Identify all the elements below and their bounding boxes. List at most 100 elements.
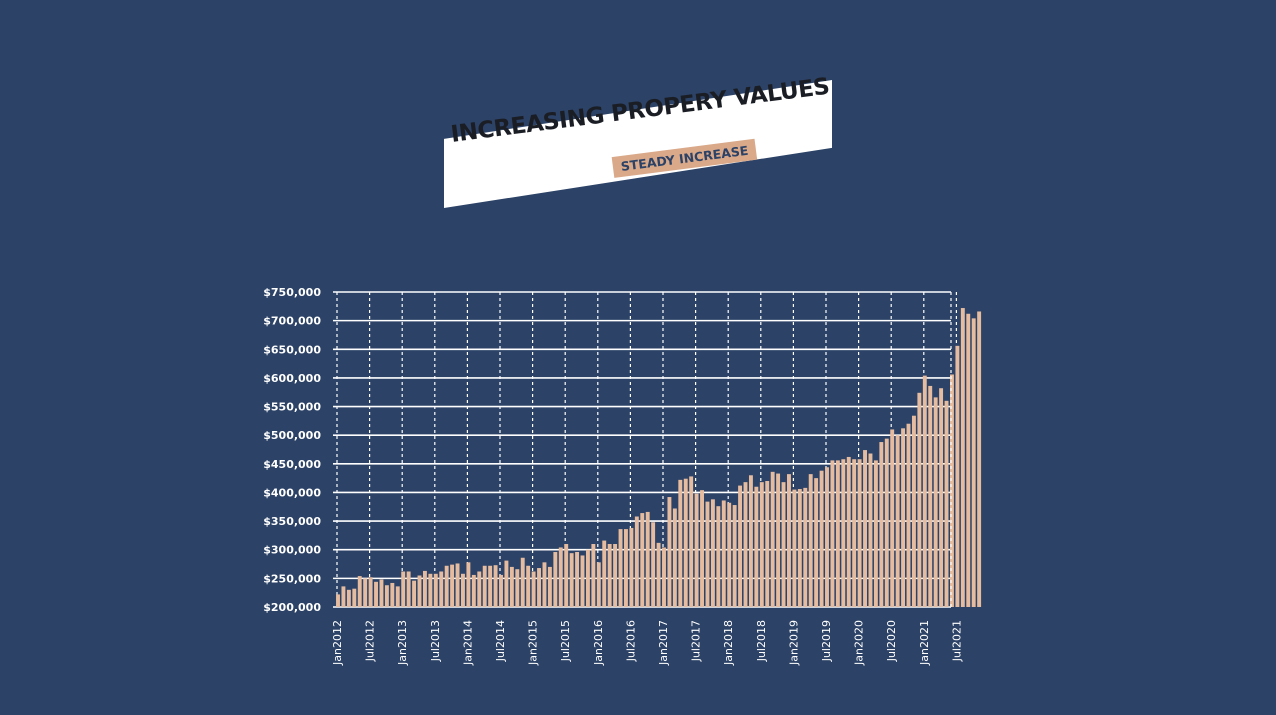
- bar: [895, 435, 900, 607]
- bar: [352, 588, 357, 607]
- bar: [879, 442, 884, 607]
- x-tick-label: Jul2012: [364, 620, 377, 662]
- bar: [678, 479, 683, 607]
- bar: [624, 529, 628, 607]
- bar: [591, 544, 596, 607]
- bar: [743, 482, 748, 607]
- bar: [363, 578, 368, 607]
- bar: [341, 586, 346, 607]
- bar: [346, 589, 351, 607]
- bar: [770, 471, 775, 607]
- bar: [368, 577, 373, 607]
- bar: [694, 493, 699, 607]
- bar: [868, 453, 873, 607]
- bar: [357, 576, 362, 607]
- y-tick-label: $600,000: [263, 372, 321, 385]
- bar: [596, 562, 601, 607]
- y-tick-label: $200,000: [263, 601, 321, 614]
- x-tick-label: Jan2021: [918, 620, 931, 666]
- bar: [444, 565, 449, 607]
- bar: [705, 501, 710, 607]
- bar: [406, 571, 411, 607]
- x-tick-label: Jan2019: [787, 620, 800, 666]
- bar: [846, 456, 851, 607]
- bar: [390, 582, 395, 607]
- bar: [835, 460, 840, 607]
- x-tick-label: Jan2016: [592, 620, 605, 666]
- bar: [977, 311, 982, 607]
- bar: [504, 560, 509, 607]
- y-tick-label: $400,000: [263, 486, 321, 499]
- bar: [944, 400, 949, 607]
- x-tick-label: Jul2021: [950, 620, 963, 662]
- bar: [933, 397, 938, 607]
- bar: [716, 506, 721, 607]
- bar: [455, 563, 460, 607]
- bar: [939, 388, 944, 607]
- bar: [542, 562, 547, 607]
- bar: [928, 385, 933, 607]
- bar: [401, 571, 406, 607]
- bar: [950, 374, 954, 607]
- bar: [710, 499, 715, 607]
- bar: [765, 481, 770, 607]
- bar: [433, 573, 438, 607]
- bar: [955, 345, 960, 607]
- bar: [602, 540, 607, 607]
- bar: [374, 581, 378, 607]
- bar: [906, 423, 911, 607]
- bar: [613, 544, 618, 607]
- bar: [748, 475, 753, 607]
- y-tick-label: $500,000: [263, 429, 321, 442]
- x-tick-label: Jan2018: [722, 620, 735, 666]
- x-tick-label: Jan2014: [461, 620, 474, 666]
- bar: [379, 579, 384, 607]
- bar: [738, 485, 743, 607]
- x-tick-label: Jul2015: [559, 620, 572, 662]
- bar: [520, 557, 525, 607]
- bar: [971, 318, 976, 607]
- bar: [417, 575, 422, 607]
- bar: [759, 482, 764, 607]
- bar: [700, 490, 704, 607]
- bar: [575, 552, 580, 607]
- bar: [787, 474, 791, 607]
- y-tick-label: $450,000: [263, 458, 321, 471]
- x-tick-label: Jul2014: [494, 620, 507, 662]
- bar: [428, 573, 433, 607]
- bar: [841, 459, 846, 607]
- bar: [825, 467, 829, 607]
- bar: [830, 460, 835, 607]
- bar: [873, 460, 878, 607]
- x-tick-label: Jul2017: [690, 620, 703, 662]
- y-tick-label: $250,000: [263, 572, 321, 585]
- bar: [336, 594, 340, 607]
- bar: [689, 476, 694, 607]
- bar: [776, 473, 781, 607]
- bar: [814, 478, 819, 607]
- x-tick-label: Jan2013: [396, 620, 409, 666]
- bar: [901, 428, 906, 607]
- bar: [499, 574, 503, 607]
- bar: [819, 470, 824, 607]
- bar: [922, 375, 927, 607]
- bar: [477, 571, 482, 607]
- x-tick-label: Jul2016: [624, 620, 637, 662]
- bar: [564, 544, 569, 607]
- bar: [537, 568, 541, 607]
- bar: [683, 478, 688, 607]
- x-tick-label: Jul2018: [755, 620, 768, 662]
- bar: [461, 573, 465, 607]
- bar: [439, 571, 444, 607]
- bar: [585, 549, 590, 607]
- bar: [732, 505, 737, 607]
- bar: [960, 308, 965, 607]
- bar: [607, 544, 612, 607]
- bar: [667, 497, 672, 607]
- y-tick-label: $700,000: [263, 315, 321, 328]
- bar: [526, 565, 531, 607]
- bar: [422, 570, 427, 607]
- bar: [384, 585, 389, 607]
- bar: [792, 489, 797, 607]
- x-tick-label: Jan2020: [853, 620, 866, 666]
